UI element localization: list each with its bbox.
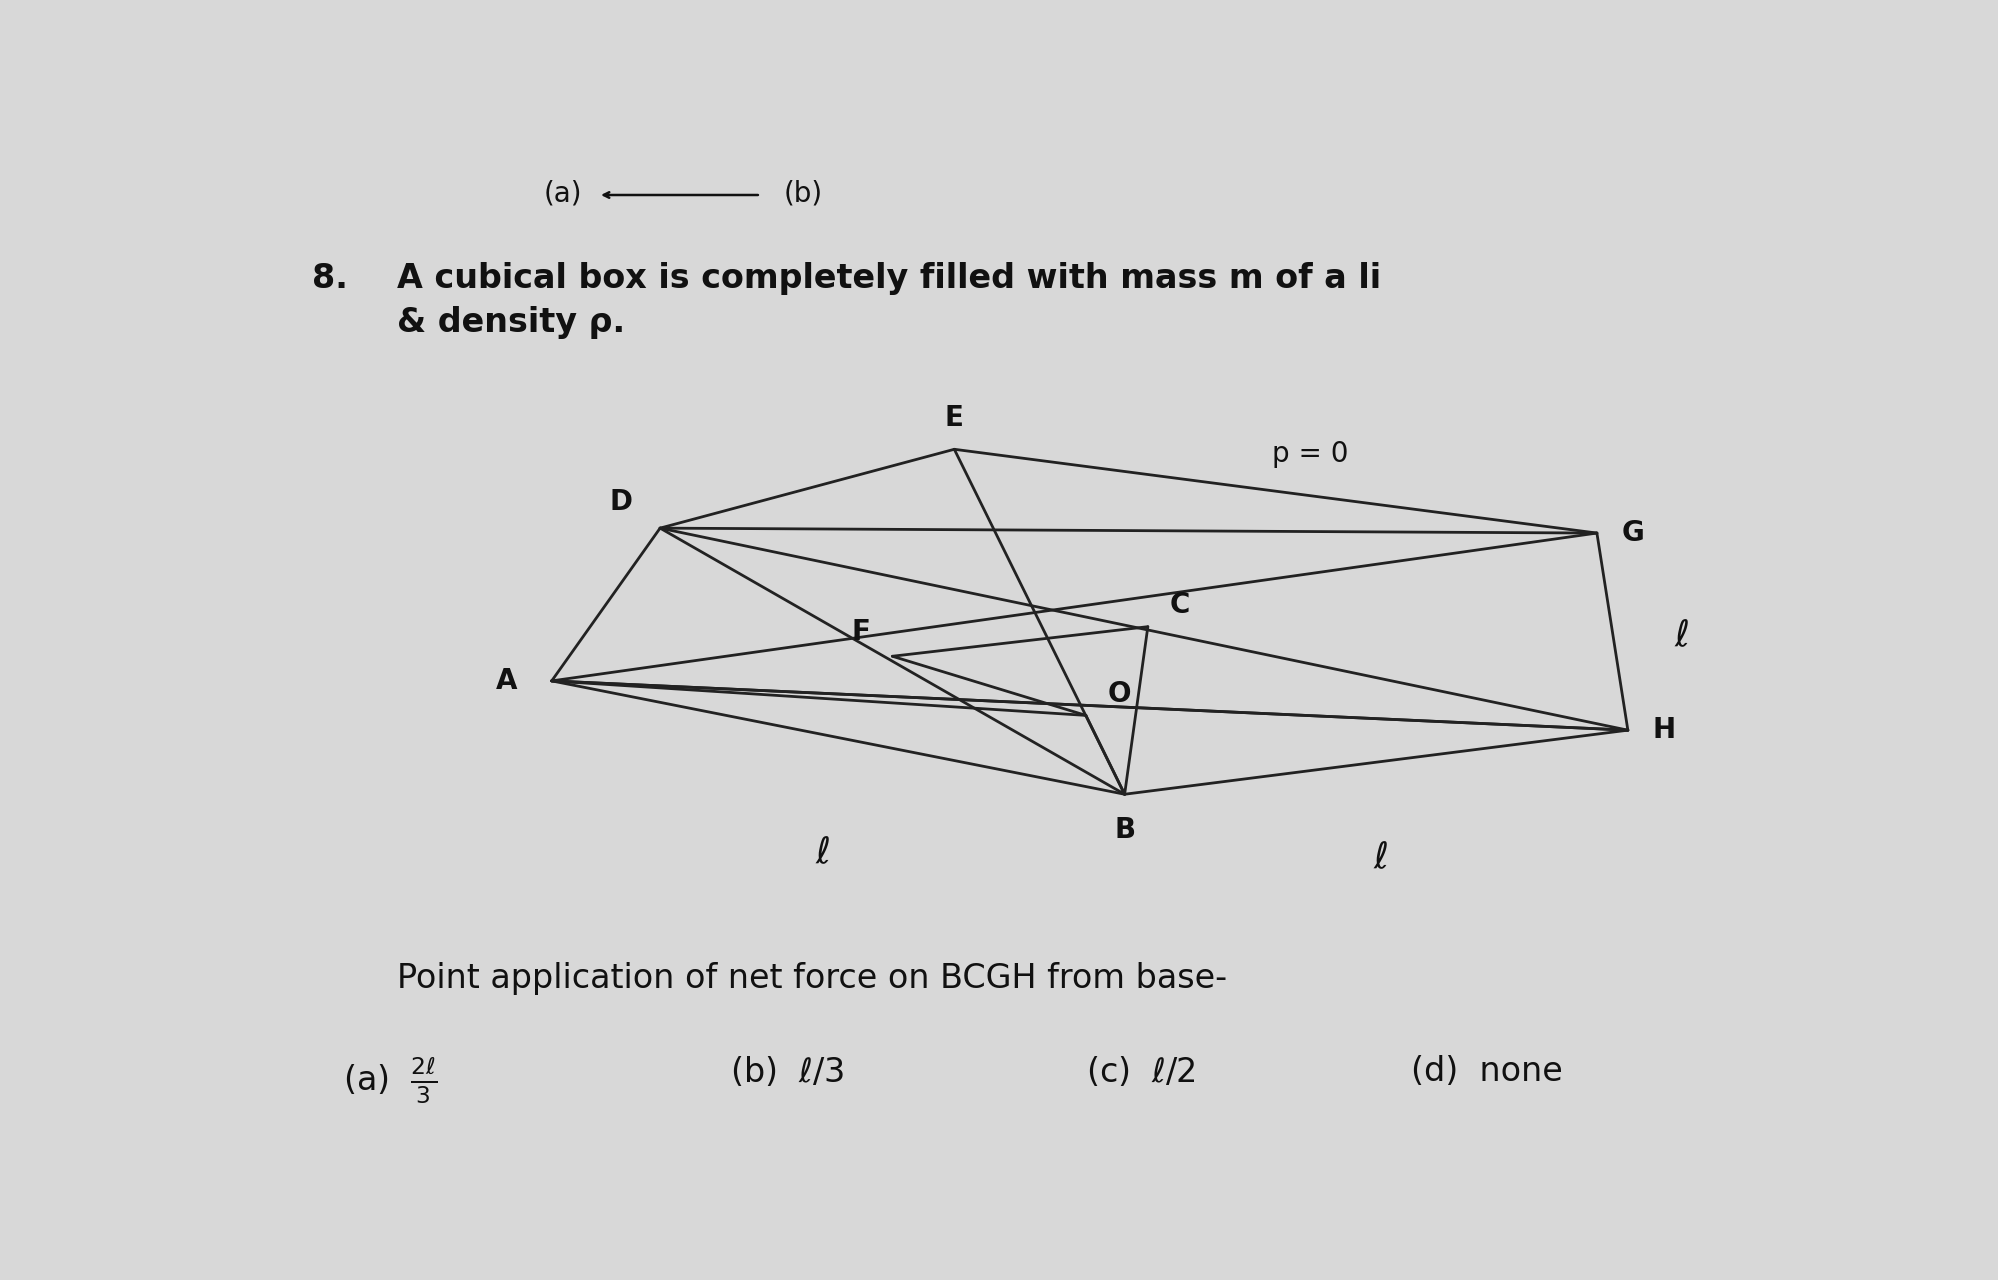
Text: (b): (b) bbox=[783, 179, 823, 207]
Text: G: G bbox=[1622, 520, 1644, 547]
Text: $\ell$: $\ell$ bbox=[1674, 620, 1690, 654]
Text: A: A bbox=[496, 667, 517, 695]
Text: & density ρ.: & density ρ. bbox=[398, 306, 625, 339]
Text: H: H bbox=[1652, 717, 1676, 744]
Text: (a): (a) bbox=[543, 179, 583, 207]
Text: (c)  $\ell$/2: (c) $\ell$/2 bbox=[1087, 1056, 1195, 1089]
Text: p = 0: p = 0 bbox=[1273, 440, 1349, 468]
Text: (b)  $\ell$/3: (b) $\ell$/3 bbox=[729, 1056, 843, 1089]
Text: $\ell$: $\ell$ bbox=[1373, 841, 1389, 876]
Text: D: D bbox=[609, 488, 631, 516]
Text: (d)  none: (d) none bbox=[1411, 1056, 1562, 1088]
Text: C: C bbox=[1169, 591, 1191, 618]
Text: B: B bbox=[1115, 815, 1135, 844]
Text: $\ell$: $\ell$ bbox=[815, 836, 831, 870]
Text: 8.: 8. bbox=[312, 262, 348, 294]
Text: Point application of net force on BCGH from base-: Point application of net force on BCGH f… bbox=[398, 961, 1227, 995]
Text: A cubical box is completely filled with mass m of a li: A cubical box is completely filled with … bbox=[398, 262, 1381, 294]
Text: E: E bbox=[945, 403, 963, 431]
Text: O: O bbox=[1107, 680, 1131, 708]
Text: F: F bbox=[851, 618, 871, 646]
Text: (a)  $\frac{2\ell}{3}$: (a) $\frac{2\ell}{3}$ bbox=[344, 1056, 438, 1106]
